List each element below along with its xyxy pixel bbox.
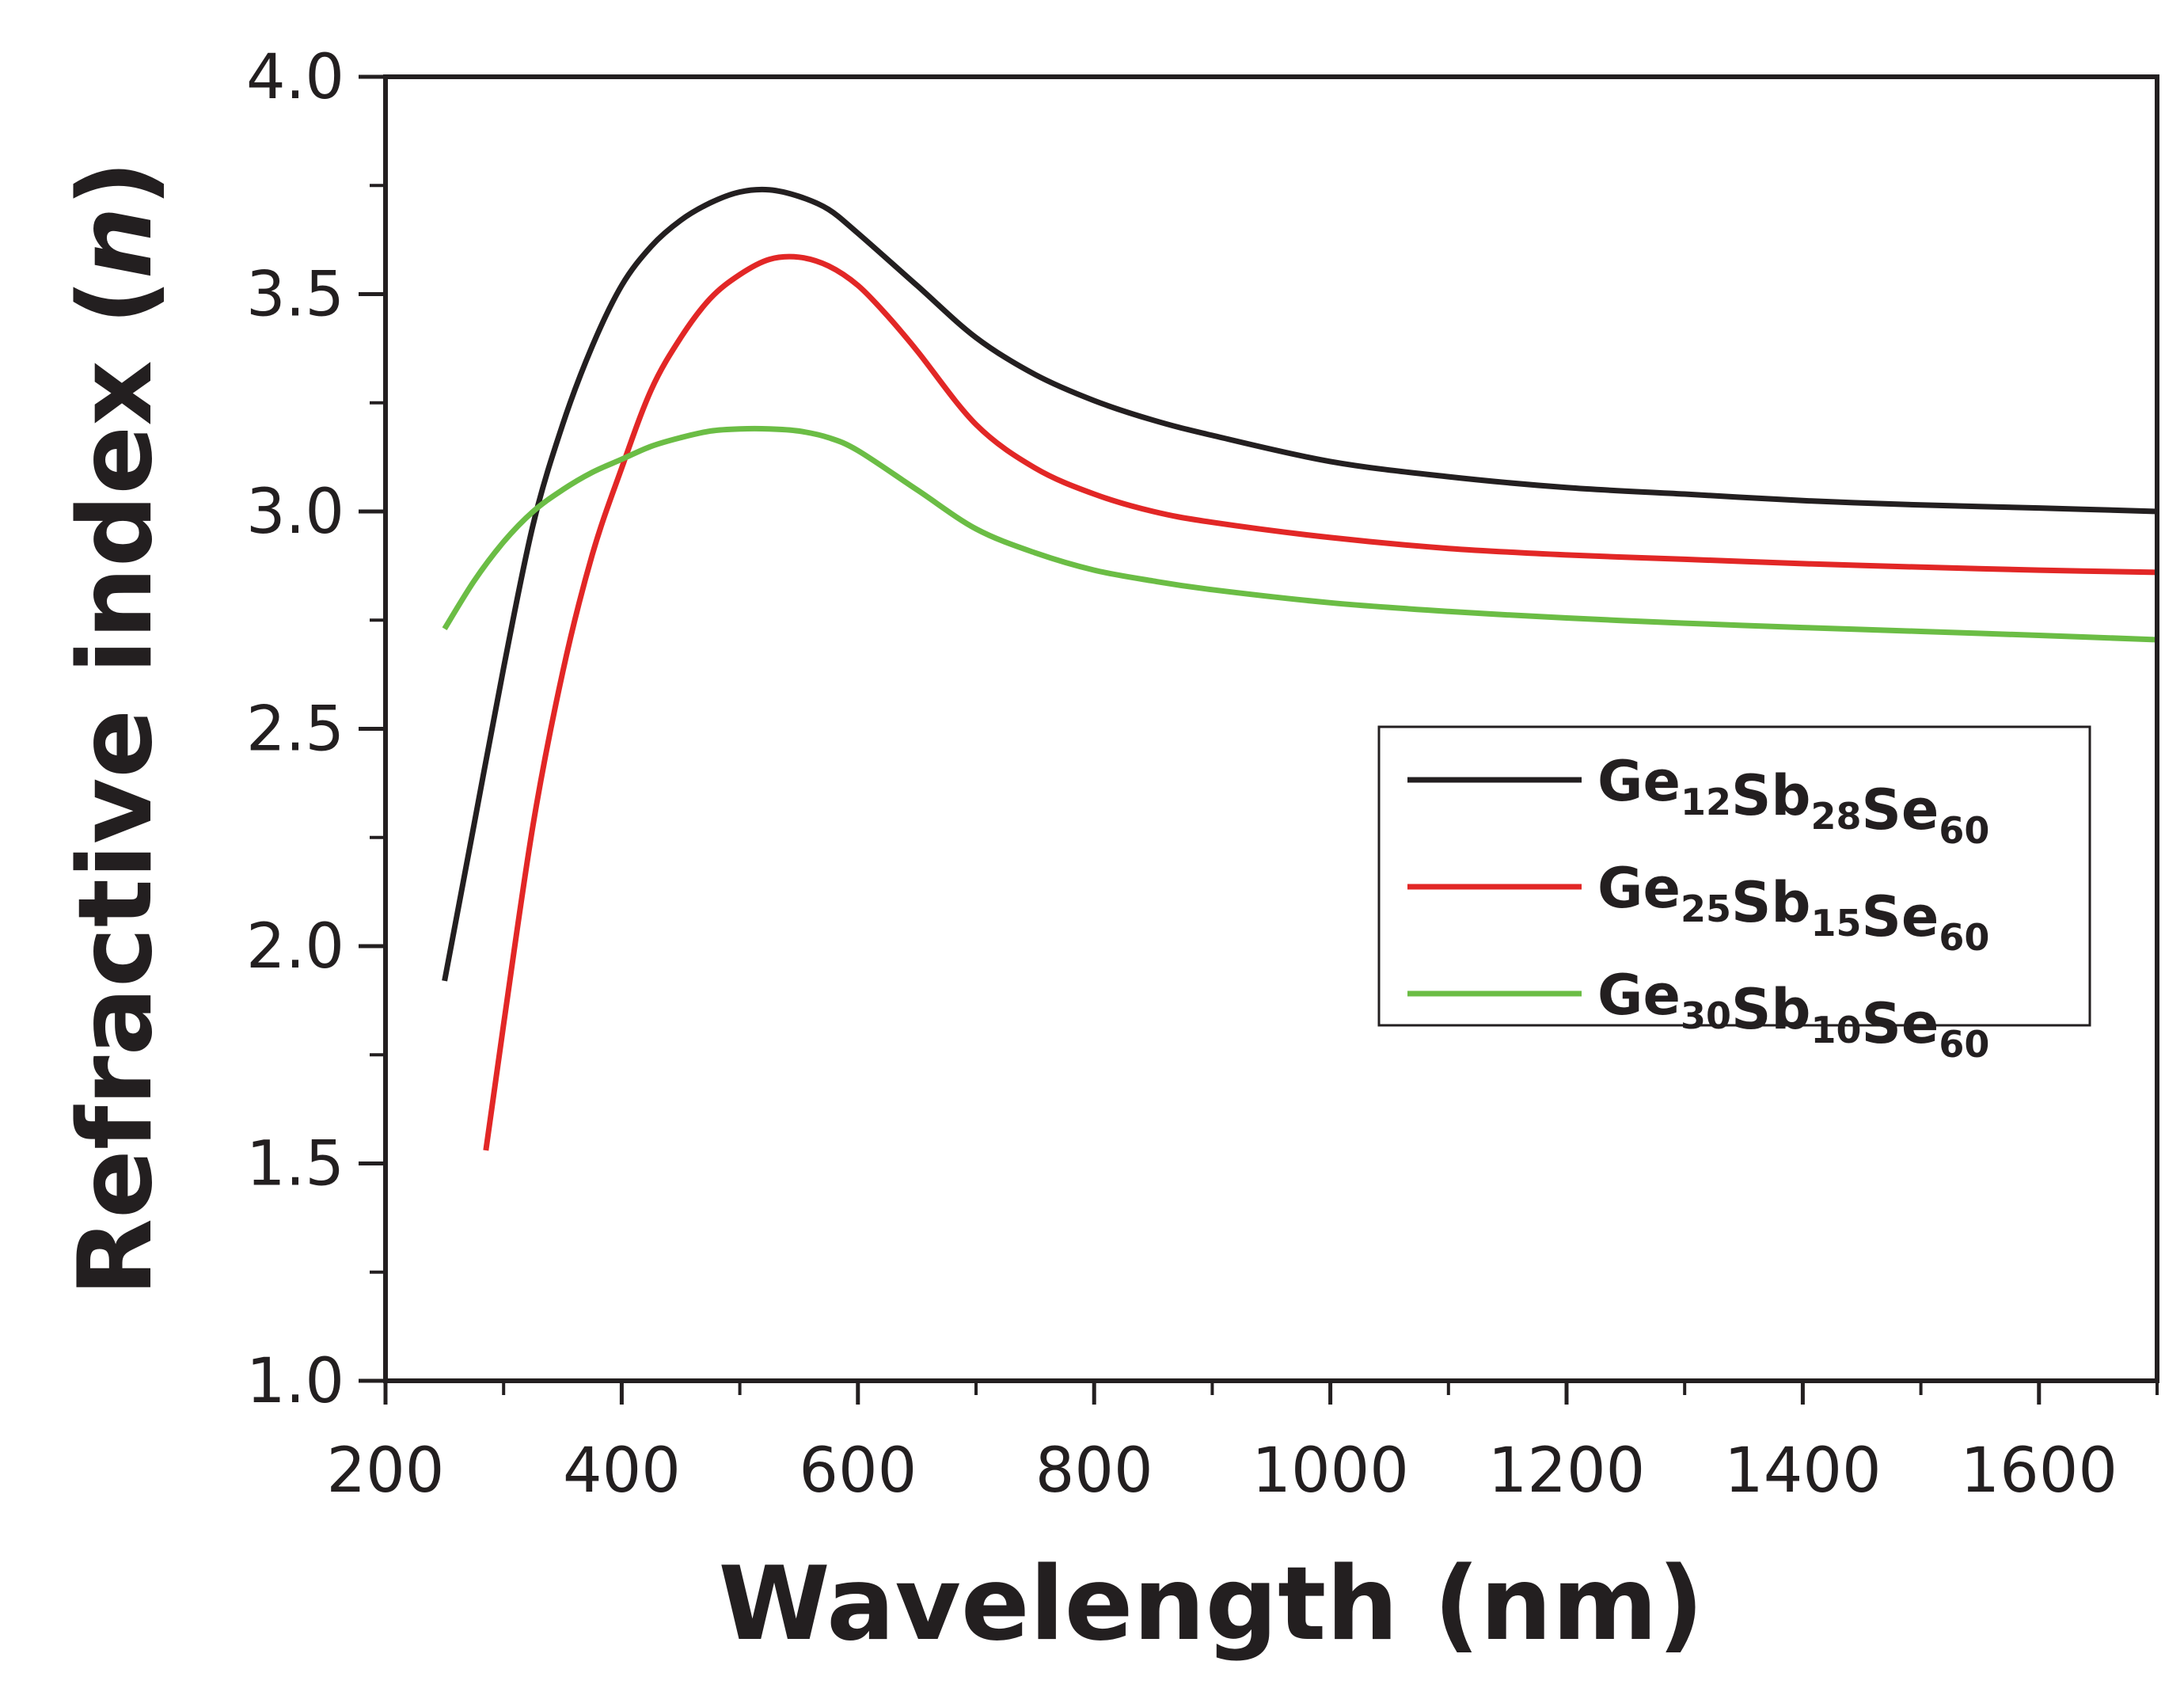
legend-label-subscript: 60 (1939, 916, 1989, 959)
x-tick-label: 200 (327, 1435, 445, 1507)
series-line-Ge30Sb10Se60 (442, 425, 2158, 643)
legend-label-subscript: 15 (1810, 902, 1861, 945)
y-axis-title-close: ) (57, 161, 175, 207)
y-tick-label: 1.5 (246, 1129, 344, 1200)
y-tick-label: 2.5 (246, 694, 344, 766)
legend-label-subscript: 30 (1681, 994, 1731, 1037)
legend-label-subscript: 12 (1681, 781, 1731, 823)
y-tick-label: 3.0 (246, 477, 344, 548)
x-tick-label: 600 (799, 1435, 917, 1507)
x-tick-label: 1200 (1488, 1435, 1646, 1507)
y-axis-title-main: Refractive index ( (57, 279, 175, 1296)
x-tick-label: 400 (563, 1435, 681, 1507)
legend-label-part: Sb (1731, 977, 1811, 1042)
ticks-layer: 1.0 1.5 2.0 2.5 3.0 3.5 4.0 200 400 600 800 1000 120… (246, 42, 2159, 1507)
legend-label-Ge30Sb10Se60: Ge30Sb10Se60 (1597, 963, 1989, 1066)
y-tick-label: 2.0 (246, 911, 344, 983)
legend-label-part: Se (1862, 777, 1939, 842)
legend-label-part: Ge (1597, 856, 1681, 921)
legend-label-part: Ge (1597, 963, 1681, 1028)
legend-label-subscript: 60 (1939, 1023, 1989, 1066)
y-tick-label: 4.0 (246, 42, 344, 113)
legend-label-Ge12Sb28Se60: Ge12Sb28Se60 (1597, 749, 1989, 852)
legend-label-Ge25Sb15Se60: Ge25Sb15Se60 (1597, 856, 1989, 959)
legend-label-subscript: 10 (1810, 1009, 1861, 1051)
legend-box (1377, 725, 2091, 1027)
x-axis-title: Wavelength (nm) (718, 1545, 1704, 1663)
x-tick-label: 1000 (1252, 1435, 1409, 1507)
y-tick-label: 3.5 (246, 260, 344, 331)
legend-label-part: Ge (1597, 749, 1681, 814)
y-tick-label: 1.0 (246, 1346, 344, 1417)
x-tick-label: 800 (1035, 1435, 1153, 1507)
x-tick-label: 1600 (1961, 1435, 2118, 1507)
series-line-Ge25Sb15Se60 (483, 253, 2158, 1151)
series-layer (442, 186, 2158, 1151)
legend-label-subscript: 28 (1810, 795, 1861, 838)
legend-label-part: Se (1862, 884, 1939, 949)
legend-label-subscript: 25 (1681, 888, 1731, 930)
x-tick-label: 1400 (1724, 1435, 1882, 1507)
series-line-Ge12Sb28Se60 (442, 186, 2158, 982)
legend-label-part: Se (1862, 991, 1939, 1056)
legend-label-part: Sb (1731, 763, 1811, 828)
legend-label-subscript: 60 (1939, 809, 1989, 852)
y-axis-title: Refractive index (n) (57, 161, 175, 1297)
legend-label-part: Sb (1731, 870, 1811, 935)
y-axis-title-variable: n (57, 207, 175, 279)
